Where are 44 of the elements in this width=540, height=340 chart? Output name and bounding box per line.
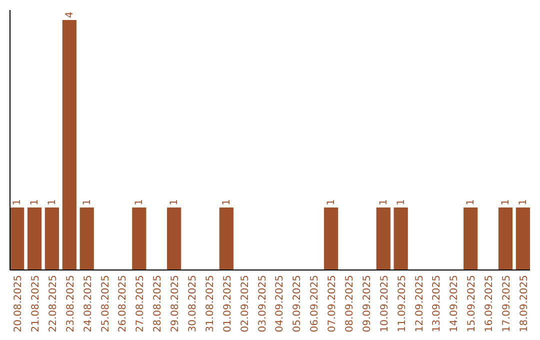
x-tick-label: 29.08.2025 [170,275,182,332]
data-label: 1 [82,199,93,206]
x-tick-label: 12.09.2025 [414,275,426,332]
x-tick-label: 21.08.2025 [30,275,42,332]
data-label: 1 [518,199,529,206]
x-tick-label: 15.09.2025 [466,275,478,332]
x-tick-label: 08.09.2025 [344,275,356,332]
x-tick-label: 25.08.2025 [100,275,112,332]
x-tick-label: 02.09.2025 [240,275,251,332]
x-tick-label: 11.09.2025 [396,275,408,332]
data-label: 1 [12,199,24,206]
data-label: 1 [134,199,146,206]
x-tick-label: 27.08.2025 [135,275,146,332]
x-tick-label: 20.08.2025 [13,275,24,332]
data-label: 1 [466,199,477,206]
x-tick-label: 05.09.2025 [292,275,304,332]
x-tick-label: 10.09.2025 [379,275,390,332]
x-tick-label: 24.08.2025 [82,275,94,332]
x-tick-label: 16.09.2025 [484,275,496,332]
data-label: 1 [378,199,390,206]
data-label: 1 [46,199,58,206]
x-tick-label: 03.09.2025 [257,275,268,332]
x-tick-label: 14.09.2025 [449,275,460,332]
x-tick-label: 09.09.2025 [362,275,373,332]
x-tick-label: 07.09.2025 [327,275,338,332]
x-tick-label: 28.08.2025 [152,275,164,332]
data-label: 1 [326,199,338,206]
x-tick-label: 23.08.2025 [65,275,76,332]
x-tick-label: 30.08.2025 [188,275,199,332]
x-tick-label: 22.08.2025 [48,275,59,332]
x-tick-label: 26.08.2025 [118,275,129,332]
x-tick-label: 04.09.2025 [274,275,286,332]
x-tick-label: 17.09.2025 [501,275,512,332]
data-label: 1 [396,199,407,206]
x-tick-label: 13.09.2025 [432,275,443,332]
x-tick-label: 01.09.2025 [222,275,234,332]
data-label: 1 [30,199,41,206]
data-label: 1 [500,199,512,206]
x-tick-label: 06.09.2025 [310,275,321,332]
data-label: 4 [64,12,76,18]
data-label: 1 [221,199,232,206]
x-tick-label: 31.08.2025 [204,275,216,332]
data-label: 1 [169,199,180,206]
x-tick-label: 18.09.2025 [518,275,530,332]
